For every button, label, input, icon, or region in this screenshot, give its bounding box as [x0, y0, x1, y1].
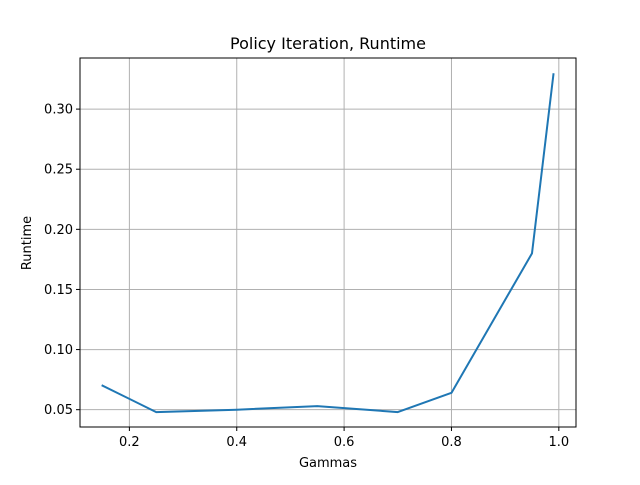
- y-axis-label: Runtime: [20, 216, 35, 270]
- y-tick-label: 0.20: [44, 223, 73, 238]
- chart-title: Policy Iteration, Runtime: [230, 34, 426, 53]
- runtime-series-line: [101, 73, 555, 414]
- plot-area-frame: [79, 57, 577, 428]
- x-axis-label: Gammas: [299, 456, 357, 471]
- y-tick-label: 0.10: [44, 343, 73, 358]
- y-tick-label: 0.25: [44, 163, 73, 178]
- x-tick-label: 0.6: [334, 435, 355, 450]
- y-tick-label: 0.05: [44, 403, 73, 418]
- x-tick-label: 0.8: [441, 435, 462, 450]
- y-tick-label: 0.15: [44, 283, 73, 298]
- y-tick-label: 0.30: [44, 103, 73, 118]
- x-tick-label: 0.4: [226, 435, 247, 450]
- gridlines: [80, 58, 576, 427]
- x-tick-label: 1.0: [548, 435, 569, 450]
- series-layer: [101, 73, 555, 414]
- axis-ticks: 0.2 0.4 0.6 0.8 1.0 0.05 0.10 0.15 0.20 0.25 0.30: [44, 103, 569, 450]
- x-tick-label: 0.2: [119, 435, 140, 450]
